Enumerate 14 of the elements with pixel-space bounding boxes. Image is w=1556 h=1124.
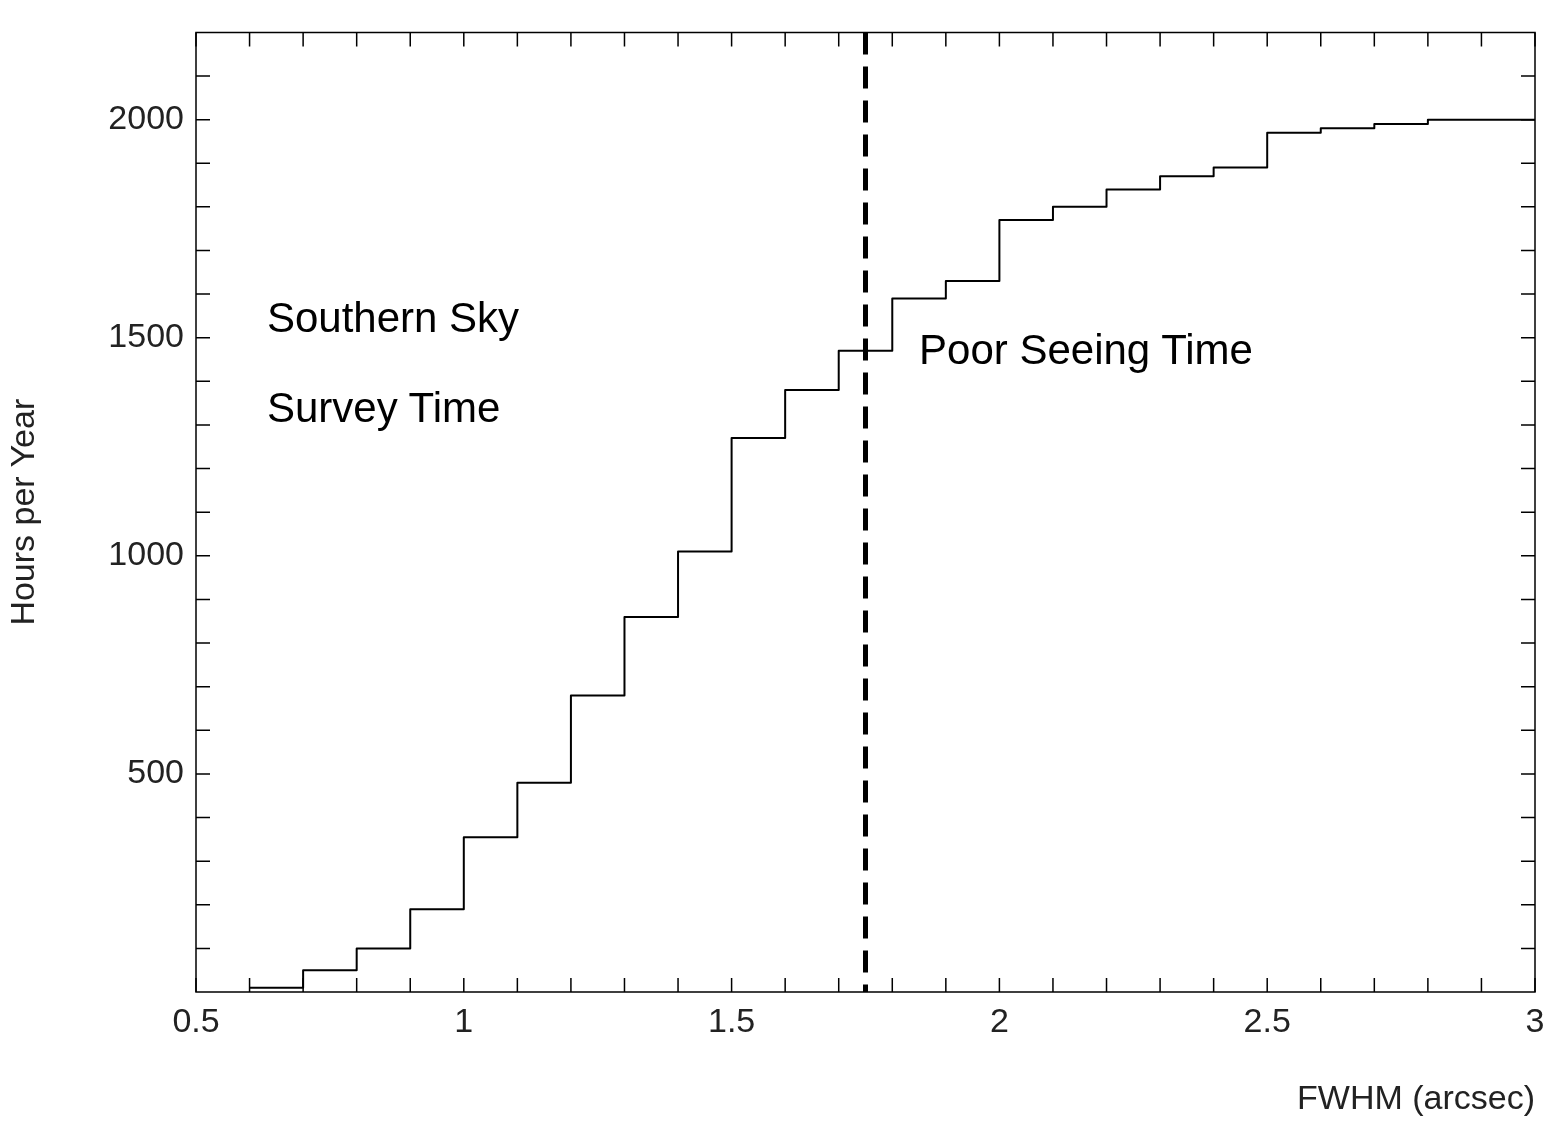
x-axis-title: FWHM (arcsec): [1297, 1077, 1535, 1116]
x-tick-label: 2: [989, 1000, 1009, 1039]
x-tick-label: 0.5: [172, 1000, 220, 1039]
y-tick-label: 1500: [108, 316, 184, 355]
annotation: Poor Seeing Time: [919, 325, 1253, 373]
x-tick-label: 3: [1525, 1000, 1545, 1039]
x-tick-label: 1: [454, 1000, 474, 1039]
y-tick-label: 1000: [108, 534, 184, 573]
x-tick-label: 1.5: [707, 1000, 756, 1039]
annotation: Southern Sky Survey Time: [266, 293, 520, 431]
x-tick-label: 2.5: [1243, 1000, 1291, 1039]
y-tick-label: 500: [127, 752, 184, 791]
y-axis-title: Hours per Year: [2, 398, 41, 626]
y-tick-label: 2000: [108, 98, 184, 137]
